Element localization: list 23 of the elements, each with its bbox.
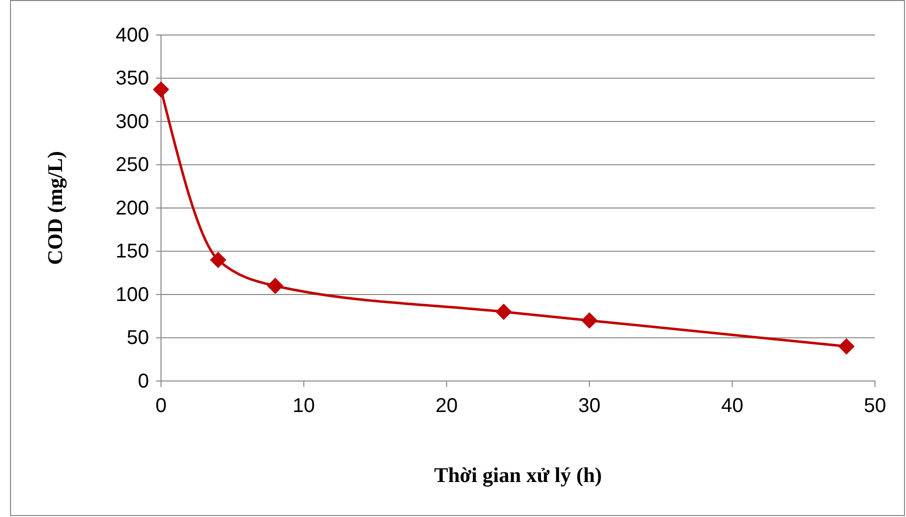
x-tick-label: 20 <box>435 395 458 417</box>
x-tick-label: 0 <box>155 395 167 417</box>
point <box>210 252 226 268</box>
y-tick-label: 300 <box>116 110 149 133</box>
point <box>496 304 512 320</box>
y-tick-label: 150 <box>116 240 149 263</box>
y-tick-label: 200 <box>116 197 149 220</box>
point <box>152 81 170 98</box>
x-tick-label: 50 <box>864 395 886 417</box>
y-tick-label: 250 <box>116 154 149 176</box>
y-tick-label: 350 <box>116 68 149 90</box>
point <box>581 312 598 329</box>
point <box>267 278 284 294</box>
y-tick-label: 50 <box>126 327 149 350</box>
y-axis-title: COD (mg/L) <box>43 151 67 265</box>
y-tick-label: 400 <box>116 24 149 46</box>
point <box>838 338 855 355</box>
x-tick-label: 40 <box>721 395 744 417</box>
x-tick-label: 30 <box>578 395 601 417</box>
x-axis-title: Thời gian xử lý (h) <box>434 463 602 487</box>
y-tick-label: 0 <box>138 370 149 392</box>
x-tick-label: 10 <box>292 395 315 417</box>
y-tick-label: 100 <box>116 284 149 306</box>
